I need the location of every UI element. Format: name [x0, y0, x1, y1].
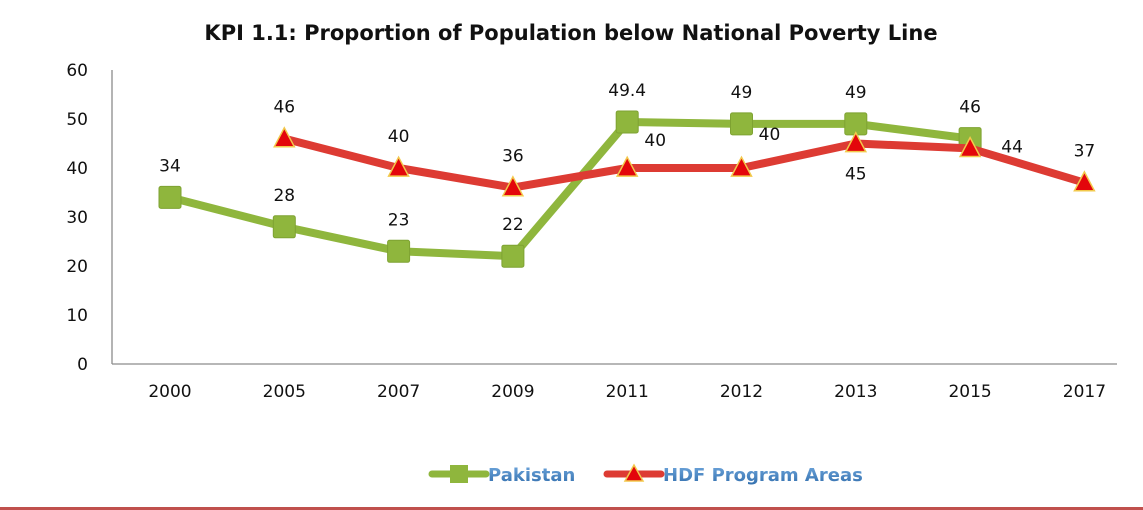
data-label: 49.4 — [608, 81, 646, 101]
series-layer — [158, 110, 1096, 268]
legend-triangle-marker — [623, 463, 645, 482]
data-point-square — [615, 110, 639, 134]
data-point-triangle — [387, 155, 410, 177]
data-label: 22 — [502, 215, 524, 235]
data-label: 40 — [644, 131, 666, 151]
x-tick-label: 2009 — [491, 382, 534, 402]
data-point-square — [501, 244, 525, 268]
data-label: 40 — [388, 127, 410, 147]
data-point-square — [272, 215, 296, 239]
data-label: 46 — [273, 98, 295, 118]
series-hdf-program-areas — [273, 126, 1096, 197]
data-point-square — [158, 185, 182, 209]
y-tick-label: 30 — [66, 208, 88, 228]
y-tick-label: 40 — [66, 159, 88, 179]
data-point-triangle — [615, 155, 639, 177]
x-tick-label: 2013 — [834, 382, 877, 402]
axes: 0 10 20 30 40 50 60 2000 2005 2007 2009 2011 2012 201… — [66, 61, 1117, 402]
data-point-triangle — [1073, 170, 1096, 192]
data-point-triangle — [844, 131, 868, 153]
x-tick-label: 2017 — [1063, 382, 1106, 402]
legend-square-marker — [450, 465, 468, 483]
data-point-triangle — [730, 155, 753, 177]
data-point-triangle — [273, 126, 296, 148]
x-tick-label: 2012 — [720, 382, 763, 402]
y-tick-label: 60 — [66, 61, 88, 81]
data-label: 23 — [388, 210, 410, 230]
x-tick-label: 2015 — [948, 382, 991, 402]
data-label: 28 — [273, 186, 295, 206]
chart-title: KPI 1.1: Proportion of Population below … — [204, 21, 937, 45]
series-pakistan — [158, 110, 982, 268]
data-label: 46 — [959, 98, 981, 118]
x-tick-label: 2000 — [148, 382, 191, 402]
data-point-square — [387, 239, 411, 263]
data-label: 49 — [731, 83, 753, 103]
x-tick-label: 2011 — [606, 382, 649, 402]
data-label: 36 — [502, 147, 524, 167]
series-line — [166, 117, 975, 261]
legend-entry: Pakistan — [428, 465, 575, 486]
legend-label: HDF Program Areas — [663, 465, 863, 486]
legend-entry: HDF Program Areas — [603, 463, 863, 486]
legend-label: Pakistan — [488, 465, 575, 486]
data-label: 37 — [1074, 142, 1096, 162]
data-point-triangle — [958, 135, 982, 158]
data-label: 49 — [845, 83, 867, 103]
legend: Pakistan HDF Program Areas — [428, 463, 863, 486]
data-point-square — [730, 112, 753, 136]
data-label: 40 — [759, 125, 781, 145]
series-line — [280, 134, 1089, 192]
data-point-triangle — [501, 175, 525, 197]
data-label: 44 — [1001, 137, 1023, 157]
x-tick-label: 2005 — [263, 382, 306, 402]
y-tick-label: 0 — [77, 355, 88, 375]
data-label: 45 — [845, 165, 867, 185]
y-tick-label: 10 — [66, 306, 88, 326]
y-tick-label: 20 — [66, 257, 88, 277]
data-labels: 34 28 23 22 49.4 49 49 46 46 40 36 40 40 45 44 37 — [159, 81, 1095, 235]
data-label: 34 — [159, 156, 181, 176]
x-tick-label: 2007 — [377, 382, 420, 402]
y-tick-label: 50 — [66, 110, 88, 130]
